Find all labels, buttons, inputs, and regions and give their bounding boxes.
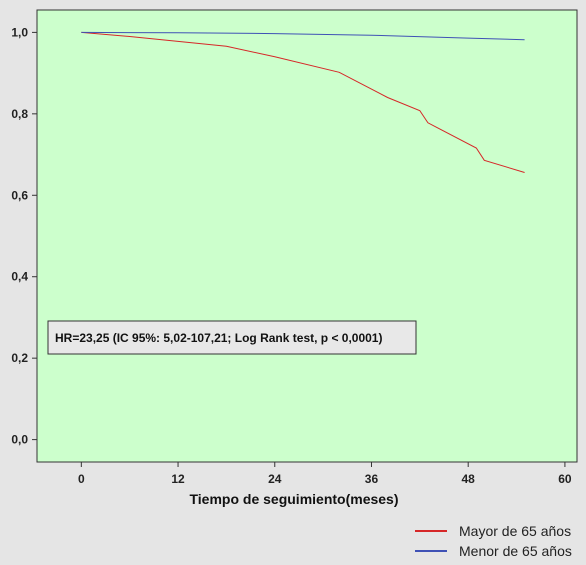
series-layer [81,31,525,173]
series-line-1 [81,31,525,173]
y-tick-label: 0,2 [11,351,28,365]
annotation-text: HR=23,25 (IC 95%: 5,02-107,21; Log Rank … [55,331,382,345]
x-tick-label: 24 [268,472,282,486]
y-axis-ticks: 0,0 0,2 0,4 0,6 0,8 1,0 [11,25,37,447]
x-tick-label: 12 [171,472,185,486]
y-tick-label: 0,6 [11,188,28,202]
legend-label-2: Menor de 65 años [459,543,572,559]
y-tick-label: 0,4 [11,270,28,284]
x-tick-label: 60 [558,472,572,486]
y-tick-label: 0,8 [11,107,28,121]
annotation-box: HR=23,25 (IC 95%: 5,02-107,21; Log Rank … [47,320,417,355]
x-tick-label: 48 [462,472,476,486]
legend-label-1: Mayor de 65 años [459,523,571,539]
x-tick-label: 36 [365,472,379,486]
y-tick-label: 0,0 [11,433,28,447]
plot-area [36,9,578,463]
x-axis-ticks: 0 12 24 36 48 60 [78,462,572,486]
series-line-2 [81,31,525,41]
x-axis-title: Tiempo de seguimiento(meses) [189,491,398,507]
y-tick-label: 1,0 [11,25,28,39]
legend: Mayor de 65 años Menor de 65 años [415,523,572,559]
x-tick-label: 0 [78,472,85,486]
annotation-frame [47,320,417,355]
